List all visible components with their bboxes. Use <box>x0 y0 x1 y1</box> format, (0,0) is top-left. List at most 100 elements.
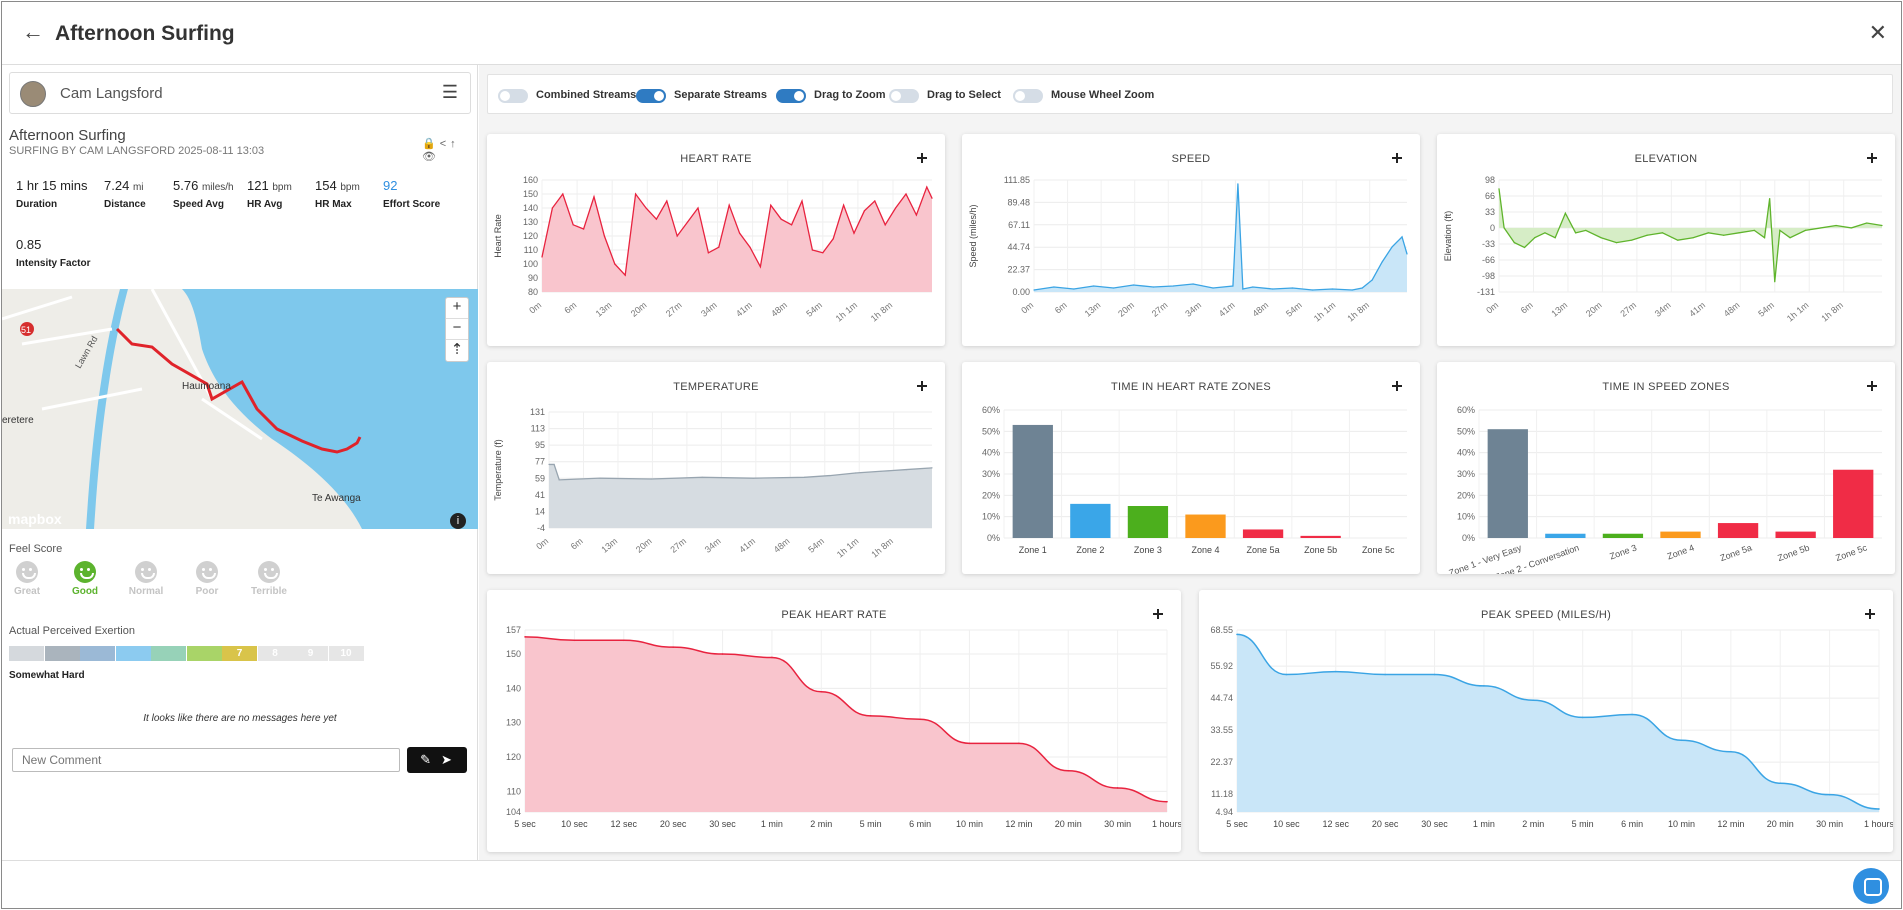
toggle-switch[interactable] <box>776 89 806 103</box>
data-point <box>1730 750 1732 753</box>
close-icon[interactable]: ✕ <box>1868 20 1887 45</box>
feel-terrible[interactable]: Terrible <box>247 561 291 597</box>
ape-level[interactable] <box>80 646 115 661</box>
y-tick-label: 20% <box>1457 490 1475 500</box>
data-point <box>1881 224 1883 227</box>
x-tick-label: 54m <box>804 300 824 319</box>
frown-face-icon <box>196 561 218 583</box>
expand-icon[interactable] <box>1392 381 1402 391</box>
y-tick-label: 111.85 <box>1004 175 1030 185</box>
ape-level[interactable]: 7 <box>222 646 257 661</box>
toggle-switch[interactable] <box>1013 89 1043 103</box>
smile-face-icon <box>74 561 96 583</box>
heart-rate-chart[interactable]: 160 150 140 130 120 110 100 90 80 0m 6m 13m 20m 27m 34… <box>487 134 945 346</box>
data-point <box>1166 800 1168 803</box>
data-point <box>1523 246 1526 249</box>
expand-icon[interactable] <box>1153 609 1163 619</box>
expand-icon[interactable] <box>1867 381 1877 391</box>
data-point <box>1292 287 1294 289</box>
x-tick-label: 20 min <box>1767 819 1794 829</box>
stat-value[interactable]: 92 <box>383 178 398 193</box>
y-tick-label: 120 <box>506 752 521 762</box>
x-tick-label: 54m <box>1756 300 1776 319</box>
x-tick-label: 12 sec <box>611 819 638 829</box>
feel-poor[interactable]: Poor <box>185 561 229 597</box>
speed-chart[interactable]: 111.85 89.48 67.11 44.74 22.37 0.00 0m 6m 13m 20m… <box>962 134 1420 346</box>
stat-distance: 7.24 mi Distance <box>104 178 146 210</box>
elevation-chart[interactable]: 98 66 33 0 -33 -66 -98 -131 0m 6m 13m 20m 27m 34m 41m 4… <box>1437 134 1895 346</box>
map-canvas[interactable]: 51 Lawn Rd Haumoana eretere Te Awanga <box>2 289 478 529</box>
y-tick-label: 104 <box>506 807 521 817</box>
data-point <box>622 639 625 642</box>
y-tick-label: 44.74 <box>1210 693 1233 703</box>
x-tick-label: 5 min <box>1572 819 1594 829</box>
privacy-share-view-icons[interactable]: 🔒<↑👁 <box>422 138 460 163</box>
stat-hr-max: 154 bpm HR Max <box>315 178 360 210</box>
chat-support-icon[interactable] <box>1853 868 1889 904</box>
peak-heart-rate-chart[interactable]: 157 150 140 130 120 110 104 5 sec 10 sec 12 sec 20… <box>487 590 1181 852</box>
x-tick-label: 54m <box>1284 300 1304 319</box>
x-tick-label: 6m <box>1053 300 1069 316</box>
ape-level[interactable] <box>44 646 80 661</box>
expand-icon[interactable] <box>1867 153 1877 163</box>
hamburger-menu-icon[interactable]: ☰ <box>441 82 458 102</box>
mapbox-logo: mapbox <box>8 511 62 527</box>
ape-level[interactable] <box>151 646 186 661</box>
user-name[interactable]: Cam Langsford <box>60 85 163 102</box>
route-map[interactable]: 51 Lawn Rd Haumoana eretere Te Awanga + … <box>2 289 478 529</box>
hr-zones-chart[interactable]: 60% 50% 40% 30% 20% 10% 0% Zone 1 Zone 2 Zone 3 Zo… <box>962 362 1420 574</box>
ape-level[interactable] <box>115 646 151 661</box>
toggle-label: Mouse Wheel Zoom <box>1051 89 1155 101</box>
feel-normal[interactable]: Normal <box>124 561 168 597</box>
data-point <box>832 238 834 240</box>
expand-icon[interactable] <box>1392 153 1402 163</box>
toggle-switch[interactable] <box>498 89 528 103</box>
ape-level[interactable]: 9 <box>293 646 328 661</box>
x-tick-label: 1h 1m <box>1312 300 1338 324</box>
toggle-label: Drag to Select <box>927 89 1001 101</box>
map-info-icon[interactable]: i <box>450 513 466 529</box>
data-point <box>1753 229 1755 231</box>
ape-level[interactable] <box>9 646 44 661</box>
series-area <box>525 636 1167 812</box>
ape-level[interactable]: 10 <box>328 646 364 661</box>
zoom-in-button[interactable]: + <box>446 298 468 319</box>
x-tick-label: 12 min <box>1717 819 1744 829</box>
back-arrow-icon[interactable]: ← <box>22 19 44 44</box>
temperature-chart[interactable]: 131 113 95 77 59 41 14 -4 0m 6m 13m 20m 27m 34m 41m 48m… <box>487 362 945 574</box>
comment-input[interactable] <box>12 748 400 772</box>
stat-speed-avg: 5.76 miles/h Speed Avg <box>173 178 234 210</box>
expand-icon[interactable] <box>917 381 927 391</box>
toggle-switch[interactable] <box>889 89 919 103</box>
feel-great[interactable]: Great <box>5 561 49 597</box>
zoom-out-button[interactable]: − <box>446 319 468 340</box>
feel-good[interactable]: Good <box>63 561 107 597</box>
data-point <box>1850 227 1852 229</box>
ape-level[interactable]: 8 <box>257 646 293 661</box>
series-line <box>524 636 1168 803</box>
expand-icon[interactable] <box>1865 609 1875 619</box>
x-tick-label: 20m <box>629 300 649 319</box>
data-point <box>1053 286 1055 288</box>
send-comment-button[interactable]: ✎➤ <box>407 747 467 773</box>
speed-zones-chart[interactable]: 60%50%40%30%20%10%0%Zone 1 - Very EasyZo… <box>1437 362 1895 574</box>
data-point <box>1763 237 1766 239</box>
smile-face-icon <box>16 561 38 583</box>
data-point <box>1093 285 1095 287</box>
ape-level[interactable] <box>186 646 222 661</box>
expand-icon[interactable] <box>917 153 927 163</box>
avatar[interactable] <box>20 81 46 107</box>
stat-effort-score[interactable]: 92 Effort Score <box>383 178 440 210</box>
data-point <box>1236 633 1238 636</box>
data-point <box>780 218 782 220</box>
peak-speed-chart[interactable]: 68.55 55.92 44.74 33.55 22.37 11.18 4.94 5 sec 1… <box>1199 590 1893 852</box>
compass-button[interactable]: ⇡ <box>450 341 464 358</box>
y-tick-label: 40% <box>982 448 1000 458</box>
y-tick-label: 157 <box>506 625 521 635</box>
y-tick-label: 89.48 <box>1007 197 1030 207</box>
data-point <box>1585 229 1587 231</box>
activity-title: Afternoon Surfing <box>9 127 126 144</box>
bar <box>1775 531 1816 538</box>
data-point <box>1513 242 1515 244</box>
toggle-switch[interactable] <box>636 89 666 103</box>
